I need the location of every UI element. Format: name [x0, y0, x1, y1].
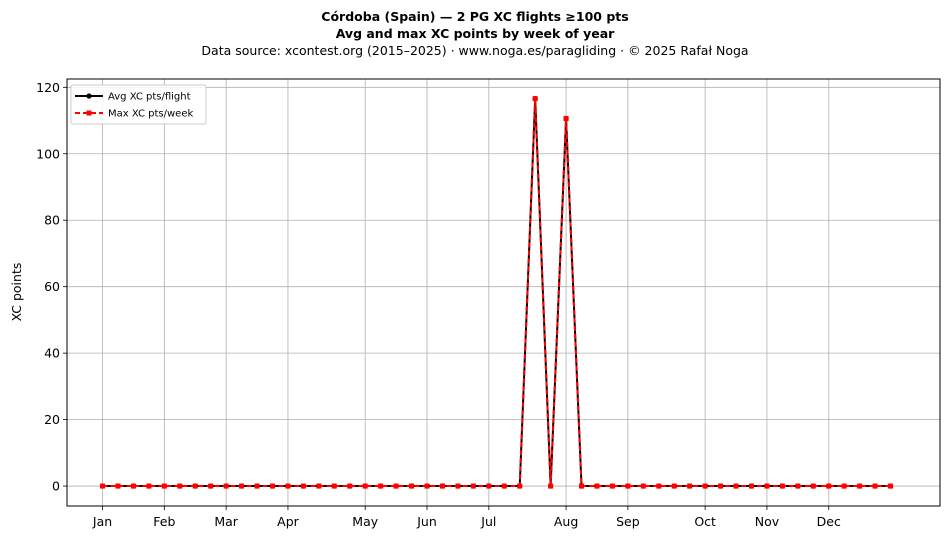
- y-tick-label: 40: [44, 346, 60, 361]
- data-point: [609, 483, 615, 489]
- data-point: [548, 483, 554, 489]
- data-point: [393, 483, 399, 489]
- legend-swatch-marker: [86, 93, 92, 99]
- data-point: [223, 483, 229, 489]
- x-tick-label: Apr: [277, 514, 299, 529]
- data-point: [177, 483, 183, 489]
- data-point: [130, 483, 136, 489]
- x-tick-label: Jul: [480, 514, 496, 529]
- x-tick-label: Jan: [92, 514, 112, 529]
- series-line-2: [102, 97, 891, 488]
- chart-source: Data source: xcontest.org (2015–2025) · …: [201, 43, 749, 58]
- data-point: [888, 483, 894, 489]
- chart-subtitle: Avg and max XC points by week of year: [335, 26, 615, 41]
- data-point: [285, 483, 291, 489]
- x-tick-label: Nov: [755, 514, 780, 529]
- legend-swatch-marker: [86, 110, 92, 116]
- data-point: [439, 483, 445, 489]
- data-point: [208, 483, 214, 489]
- x-tick-label: Sep: [616, 514, 640, 529]
- data-point: [362, 483, 368, 489]
- data-point: [347, 483, 353, 489]
- legend: Avg XC pts/flight Max XC pts/week: [70, 84, 207, 125]
- series-layer: [99, 96, 894, 489]
- data-point: [470, 483, 476, 489]
- legend-label: Max XC pts/week: [108, 109, 193, 120]
- data-point: [455, 483, 461, 489]
- chart-title-block: Córdoba (Spain) — 2 PG XC flights ≥100 p…: [0, 8, 950, 59]
- data-point: [579, 483, 585, 489]
- data-point: [748, 483, 754, 489]
- data-point: [640, 483, 646, 489]
- data-point: [486, 483, 492, 489]
- legend-box: [70, 84, 207, 125]
- data-point: [532, 96, 538, 102]
- data-point: [501, 483, 507, 489]
- y-axis: 0 20 40 60 80 100 120: [36, 80, 67, 494]
- data-point: [146, 483, 152, 489]
- y-tick-label: 20: [44, 412, 60, 427]
- data-point: [239, 483, 245, 489]
- legend-label: Avg XC pts/flight: [108, 92, 191, 103]
- data-point: [563, 116, 569, 122]
- y-axis-label: XC points: [9, 263, 24, 322]
- data-point: [331, 483, 337, 489]
- data-point: [300, 483, 306, 489]
- data-point: [100, 483, 106, 489]
- data-point: [764, 483, 770, 489]
- x-tick-label: Oct: [694, 514, 716, 529]
- data-point: [424, 483, 430, 489]
- data-point: [718, 483, 724, 489]
- x-axis: Jan Feb Mar Apr May Jun Jul Aug Sep Oct Nov Dec: [92, 506, 841, 529]
- data-point: [316, 483, 322, 489]
- data-point: [115, 483, 121, 489]
- data-point: [857, 483, 863, 489]
- x-tick-label: May: [352, 514, 378, 529]
- data-point: [517, 483, 523, 489]
- x-tick-label: Mar: [214, 514, 238, 529]
- y-tick-label: 0: [52, 479, 60, 494]
- data-point: [687, 483, 693, 489]
- data-point: [378, 483, 384, 489]
- series-line-1: [102, 97, 891, 488]
- data-point: [826, 483, 832, 489]
- x-tick-label: Jun: [416, 514, 437, 529]
- x-tick-label: Feb: [153, 514, 175, 529]
- data-point: [671, 483, 677, 489]
- data-point: [810, 483, 816, 489]
- data-point: [702, 483, 708, 489]
- grid-lines: [67, 79, 940, 506]
- data-point: [254, 483, 260, 489]
- data-point: [795, 483, 801, 489]
- data-point: [409, 483, 415, 489]
- chart-title: Córdoba (Spain) — 2 PG XC flights ≥100 p…: [321, 9, 629, 24]
- data-point: [594, 483, 600, 489]
- y-tick-label: 120: [36, 80, 60, 95]
- plot-frame: [66, 78, 941, 507]
- data-point: [161, 483, 167, 489]
- y-tick-label: 80: [44, 213, 60, 228]
- x-tick-label: Aug: [554, 514, 578, 529]
- x-tick-label: Dec: [817, 514, 841, 529]
- data-point: [192, 483, 198, 489]
- data-point: [872, 483, 878, 489]
- data-point: [841, 483, 847, 489]
- data-point: [270, 483, 276, 489]
- data-point: [656, 483, 662, 489]
- y-tick-label: 100: [36, 146, 60, 161]
- data-point: [733, 483, 739, 489]
- data-point: [779, 483, 785, 489]
- data-point: [625, 483, 631, 489]
- y-tick-label: 60: [44, 279, 60, 294]
